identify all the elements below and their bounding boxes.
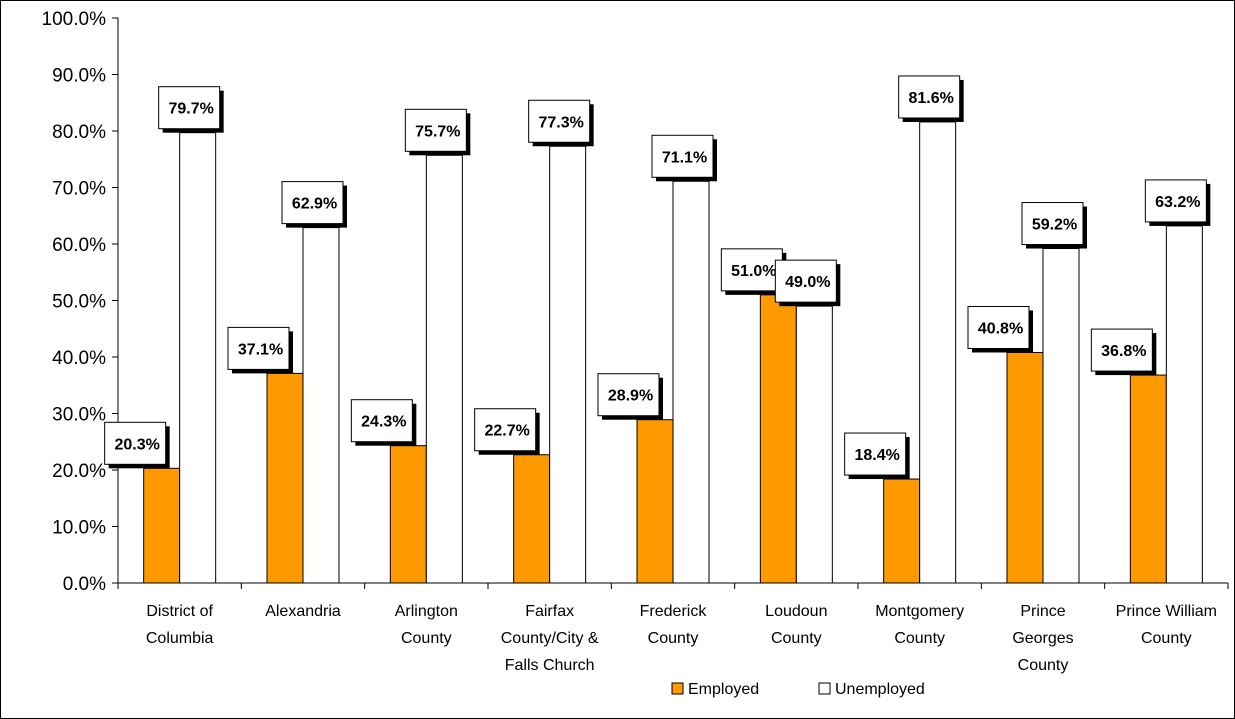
x-category-label: County	[648, 630, 699, 647]
bar-employed-0	[143, 467, 181, 584]
x-category-label: County	[401, 630, 452, 647]
data-label-box	[844, 432, 907, 476]
bar-employed-6	[883, 478, 921, 584]
data-label-unemployed-7: 59.2%	[1032, 217, 1077, 234]
data-label-employed-6: 18.4%	[854, 447, 899, 464]
data-label-unemployed-4: 71.1%	[662, 149, 707, 166]
y-tick-label: 100.0%	[42, 9, 107, 30]
x-category-label: County/City &	[501, 630, 599, 647]
data-label-box	[350, 399, 413, 443]
bar-employed-4	[636, 419, 674, 584]
data-label-employed-3: 22.7%	[484, 423, 529, 440]
y-tick-label: 60.0%	[52, 235, 106, 256]
data-label-unemployed-8: 63.2%	[1155, 194, 1200, 211]
data-label-employed-4: 28.9%	[608, 388, 653, 405]
x-category-label: Frederick	[640, 603, 708, 620]
data-label-box	[967, 305, 1030, 349]
data-label-box	[898, 75, 961, 119]
data-label-box	[227, 326, 290, 370]
data-label-employed-2: 24.3%	[361, 414, 406, 431]
bar-unemployed-1	[302, 227, 340, 584]
bars	[143, 121, 1203, 584]
bar-employed-1	[266, 372, 304, 584]
x-category-label: County	[771, 630, 822, 647]
x-category-label: Fairfax	[525, 603, 574, 620]
data-label-box	[474, 408, 537, 452]
data-label-unemployed-0: 79.7%	[168, 101, 213, 118]
y-tick-label: 30.0%	[52, 405, 106, 426]
x-category-label: Prince	[1020, 603, 1065, 620]
bar-employed-5	[759, 294, 797, 584]
x-category-label: Prince William	[1116, 603, 1217, 620]
data-label-box	[158, 86, 221, 130]
data-label-unemployed-5: 49.0%	[785, 274, 830, 291]
x-category-label: Falls Church	[505, 657, 595, 674]
x-category-label: Georges	[1012, 630, 1073, 647]
data-label-box	[1090, 328, 1153, 372]
bar-unemployed-8	[1165, 225, 1203, 584]
y-tick-label: 0.0%	[63, 574, 106, 595]
data-label-employed-7: 40.8%	[978, 320, 1023, 337]
x-category-label: County	[1018, 657, 1069, 674]
data-label-unemployed-6: 81.6%	[908, 90, 953, 107]
bar-unemployed-3	[549, 145, 587, 584]
y-tick-label: 70.0%	[52, 179, 106, 200]
x-category-label: District of	[146, 603, 213, 620]
data-label-box	[104, 421, 167, 465]
bar-unemployed-0	[179, 132, 217, 584]
y-tick-label: 40.0%	[52, 348, 106, 369]
y-tick-label: 10.0%	[52, 518, 106, 539]
bar-employed-3	[513, 454, 551, 584]
data-label-unemployed-1: 62.9%	[292, 196, 337, 213]
y-axis: 0.0% 10.0% 20.0% 30.0% 40.0% 50.0% 60.0% 70.0% 8…	[42, 9, 119, 595]
x-category-label: County	[1141, 630, 1192, 647]
bar-employed-8	[1129, 374, 1167, 584]
x-category-label: Loudoun	[765, 603, 827, 620]
data-label-unemployed-2: 75.7%	[415, 123, 460, 140]
bar-employed-2	[389, 445, 427, 584]
x-category-label: County	[894, 630, 945, 647]
data-label-employed-8: 36.8%	[1101, 343, 1146, 360]
y-tick-label: 80.0%	[52, 122, 106, 143]
y-tick-label: 90.0%	[52, 66, 106, 87]
data-labels: 20.3% 37.1% 24.3% 22.7% 28.9% 51.0% 18.4% 40.8%…	[104, 75, 1211, 480]
data-label-box	[1021, 202, 1084, 246]
data-label-box	[597, 373, 660, 417]
data-label-employed-5: 51.0%	[731, 263, 776, 280]
data-label-employed-0: 20.3%	[114, 436, 159, 453]
x-axis: District of Columbia Alexandria Arlington Co…	[117, 582, 1229, 674]
data-label-box	[720, 248, 783, 292]
data-label-box	[528, 99, 591, 143]
x-category-label: Columbia	[146, 630, 214, 647]
bar-unemployed-4	[672, 180, 710, 584]
data-label-box	[404, 108, 467, 152]
bar-unemployed-6	[919, 121, 957, 584]
bar-unemployed-5	[795, 305, 833, 584]
data-label-box	[651, 134, 714, 178]
x-category-label: Arlington	[395, 603, 458, 620]
bar-employed-7	[1006, 351, 1044, 584]
data-label-box	[281, 181, 344, 225]
y-tick-label: 50.0%	[52, 292, 106, 313]
bar-unemployed-2	[425, 154, 463, 584]
legend-label-employed: Employed	[688, 681, 759, 698]
data-label-employed-1: 37.1%	[238, 341, 283, 358]
legend: Employed Unemployed	[671, 681, 925, 698]
legend-swatch-unemployed	[818, 682, 831, 695]
legend-label-unemployed: Unemployed	[835, 681, 925, 698]
legend-swatch-employed	[671, 682, 684, 695]
y-tick-label: 20.0%	[52, 461, 106, 482]
x-category-label: Alexandria	[265, 603, 341, 620]
bar-unemployed-7	[1042, 248, 1080, 584]
x-category-label: Montgomery	[875, 603, 964, 620]
data-label-box	[1144, 179, 1207, 223]
data-label-unemployed-3: 77.3%	[538, 114, 583, 131]
data-label-box	[774, 259, 837, 303]
